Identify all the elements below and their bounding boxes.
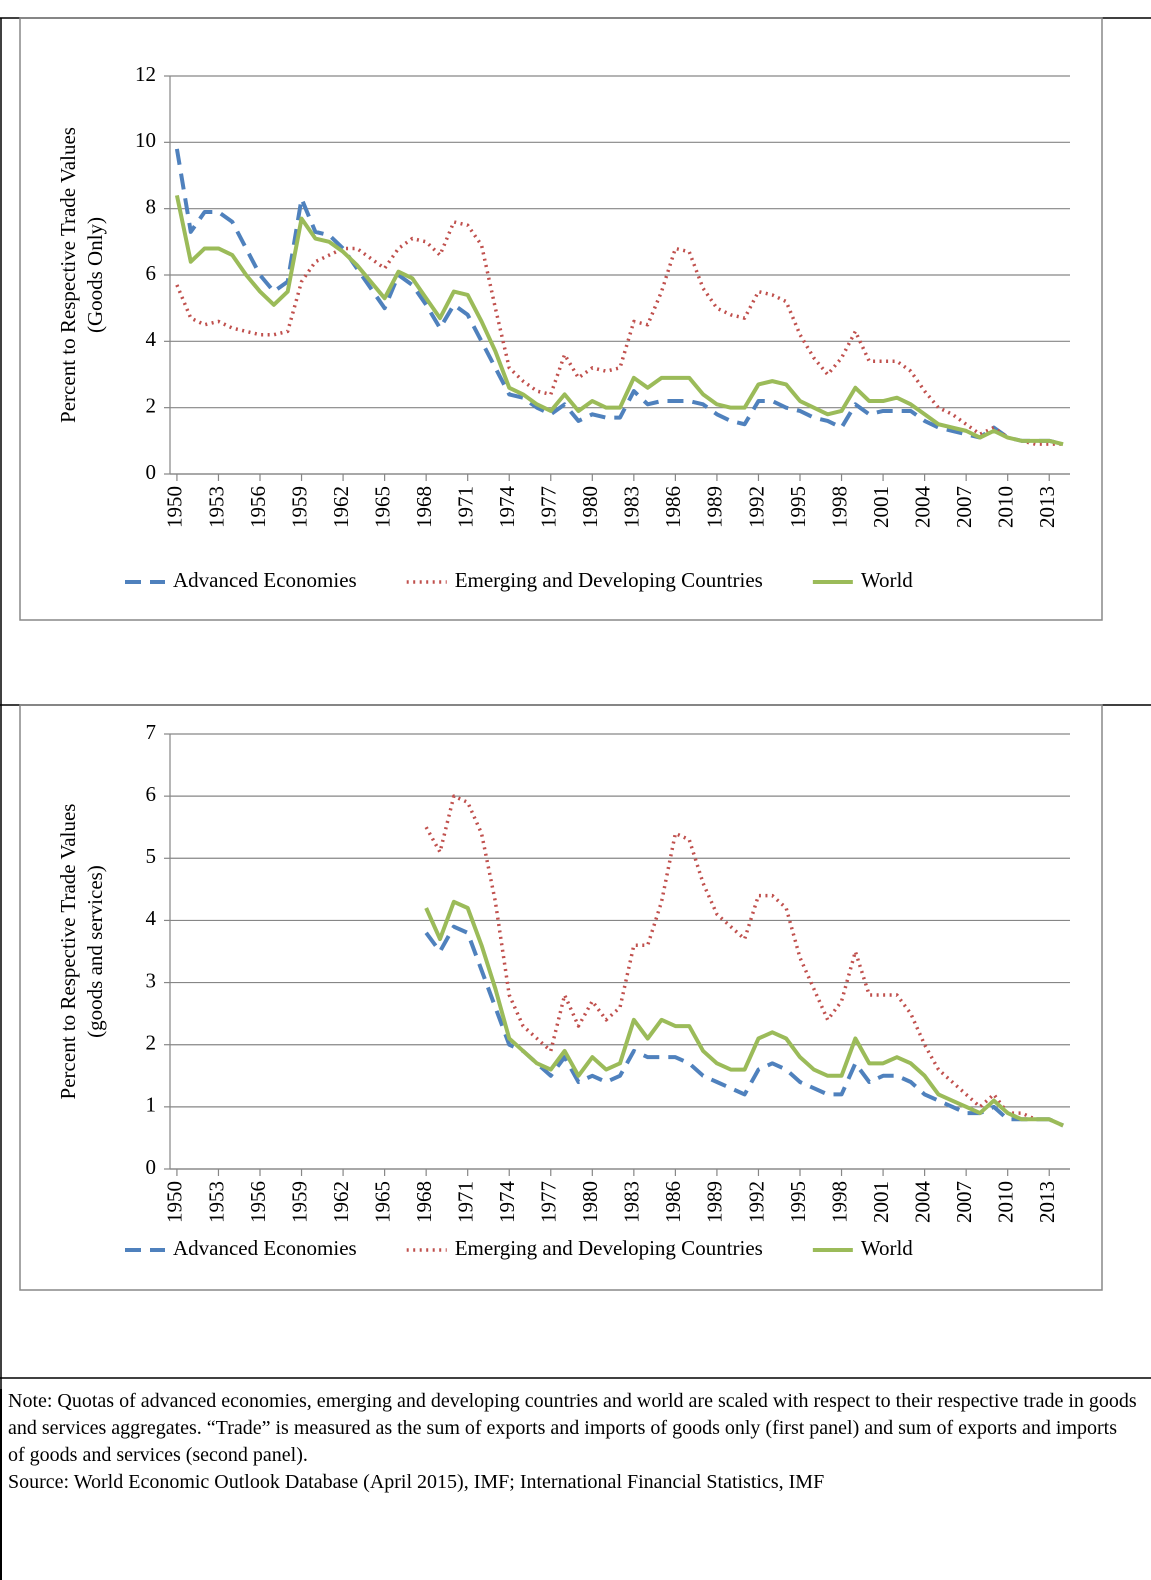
x-tick-label: 1977	[537, 486, 561, 528]
x-tick-label: 1992	[744, 486, 768, 528]
x-tick-label: 1983	[620, 1181, 644, 1223]
x-tick-label: 2001	[869, 1181, 893, 1223]
x-tick-label: 2004	[910, 1181, 934, 1224]
x-tick-label: 1965	[370, 1181, 394, 1223]
x-tick-label: 1962	[329, 486, 353, 528]
x-tick-label: 2007	[952, 1181, 976, 1223]
source: Source: World Economic Outlook Database …	[8, 1471, 825, 1493]
series-line	[424, 794, 1064, 1128]
y-tick-label: 0	[146, 460, 157, 484]
x-tick-label: 1998	[827, 1181, 851, 1223]
x-tick-label: 1956	[246, 1181, 270, 1223]
y-tick-label: 4	[146, 906, 157, 930]
y-tick-label: 2	[146, 393, 157, 417]
series-line	[424, 899, 1064, 1128]
x-tick-label: 2010	[994, 486, 1018, 528]
x-tick-label: 1974	[495, 486, 519, 529]
y-tick-label: 6	[146, 261, 157, 285]
y-tick-label: 5	[146, 844, 157, 868]
x-tick-label: 1953	[204, 1181, 228, 1223]
y-tick-label: 7	[146, 720, 157, 744]
x-tick-label: 1986	[661, 486, 685, 528]
x-tick-label: 1959	[287, 1181, 311, 1223]
note: Note: Quotas of advanced economies, emer…	[8, 1390, 1137, 1466]
y-axis-label: (Goods Only)	[83, 217, 107, 333]
x-tick-label: 1980	[578, 1181, 602, 1223]
y-tick-label: 4	[146, 327, 157, 351]
y-tick-label: 3	[146, 968, 157, 992]
x-tick-label: 1983	[620, 486, 644, 528]
x-tick-label: 2010	[994, 1181, 1018, 1223]
x-tick-label: 1974	[495, 1181, 519, 1224]
y-tick-label: 12	[135, 62, 156, 86]
x-tick-label: 2013	[1035, 1181, 1059, 1223]
x-tick-label: 1986	[661, 1181, 685, 1223]
x-tick-label: 1962	[329, 1181, 353, 1223]
x-tick-label: 2007	[952, 486, 976, 528]
frame-line	[0, 1389, 2, 1580]
x-tick-label: 1977	[537, 1181, 561, 1223]
x-tick-label: 1953	[204, 486, 228, 528]
y-tick-label: 6	[146, 782, 157, 806]
series-line	[175, 220, 1064, 446]
legend-label: Emerging and Developing Countries	[455, 1236, 763, 1260]
legend-label: Advanced Economies	[173, 568, 357, 592]
x-tick-label: 1995	[786, 486, 810, 528]
x-tick-label: 1968	[412, 1181, 436, 1223]
x-tick-label: 1950	[163, 486, 187, 528]
y-axis-label: (goods and services)	[83, 865, 107, 1038]
x-tick-label: 1980	[578, 486, 602, 528]
x-tick-label: 1965	[370, 486, 394, 528]
x-tick-label: 2004	[910, 486, 934, 529]
legend-label: Emerging and Developing Countries	[455, 568, 763, 592]
chart-frame	[19, 17, 1103, 621]
x-tick-label: 1959	[287, 486, 311, 528]
y-tick-label: 1	[146, 1093, 157, 1117]
x-tick-label: 1992	[744, 1181, 768, 1223]
x-tick-label: 1950	[163, 1181, 187, 1223]
legend-label: World	[861, 1236, 913, 1260]
x-tick-label: 1995	[786, 1181, 810, 1223]
x-tick-label: 1956	[246, 486, 270, 528]
legend-label: World	[861, 568, 913, 592]
chart-frame	[19, 704, 1103, 1291]
x-tick-label: 1971	[454, 486, 478, 528]
series-line	[174, 194, 1064, 447]
y-tick-label: 0	[146, 1155, 157, 1179]
y-axis-label: Percent to Respective Trade Values	[56, 804, 80, 1100]
y-tick-label: 10	[135, 128, 156, 152]
series-line	[174, 148, 1064, 447]
x-tick-label: 1998	[827, 486, 851, 528]
x-tick-label: 1989	[703, 486, 727, 528]
y-tick-label: 2	[146, 1031, 157, 1055]
legend-label: Advanced Economies	[173, 1236, 357, 1260]
x-tick-label: 2001	[869, 486, 893, 528]
notes: Note: Quotas of advanced economies, emer…	[8, 1388, 1138, 1496]
x-tick-label: 1989	[703, 1181, 727, 1223]
x-tick-label: 2013	[1035, 486, 1059, 528]
y-tick-label: 8	[146, 194, 157, 218]
y-axis-label: Percent to Respective Trade Values	[56, 127, 80, 423]
x-tick-label: 1968	[412, 486, 436, 528]
x-tick-label: 1971	[454, 1181, 478, 1223]
